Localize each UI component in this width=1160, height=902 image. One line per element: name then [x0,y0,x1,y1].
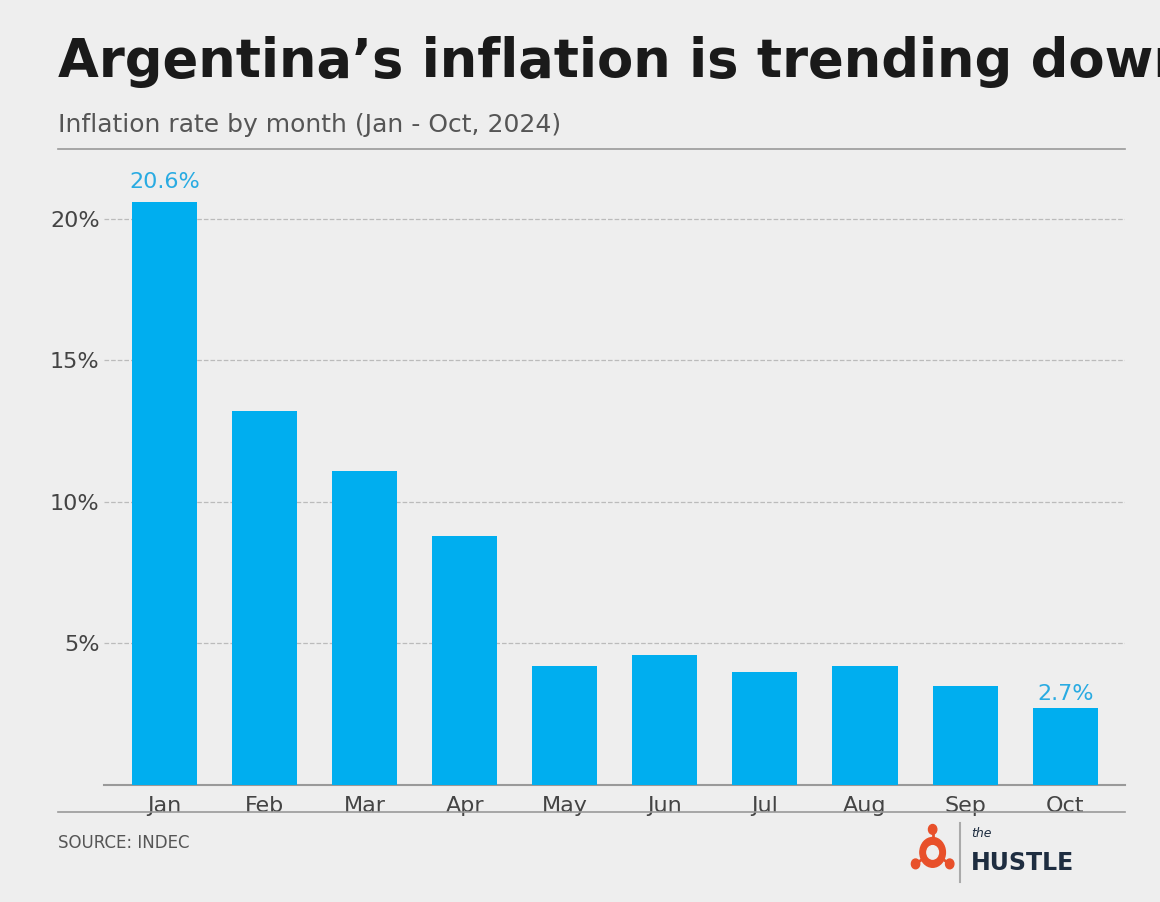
Text: 20.6%: 20.6% [129,172,200,192]
Text: 2.7%: 2.7% [1037,684,1094,704]
Bar [332,471,397,785]
Bar [132,202,197,785]
Bar [433,536,498,785]
Bar [532,666,597,785]
Circle shape [912,859,920,869]
Circle shape [927,846,938,859]
Circle shape [920,837,945,868]
Bar [933,686,998,785]
Bar [632,655,697,785]
Circle shape [928,824,937,834]
Text: HUSTLE: HUSTLE [971,851,1074,875]
Bar [1032,708,1097,785]
Bar [732,672,797,785]
Circle shape [945,859,954,869]
Bar [833,666,898,785]
Text: Inflation rate by month (Jan - Oct, 2024): Inflation rate by month (Jan - Oct, 2024… [58,113,561,137]
Text: SOURCE: INDEC: SOURCE: INDEC [58,834,189,852]
Text: the: the [971,827,992,840]
Bar [232,411,297,785]
Text: Argentina’s inflation is trending downward: Argentina’s inflation is trending downwa… [58,36,1160,88]
